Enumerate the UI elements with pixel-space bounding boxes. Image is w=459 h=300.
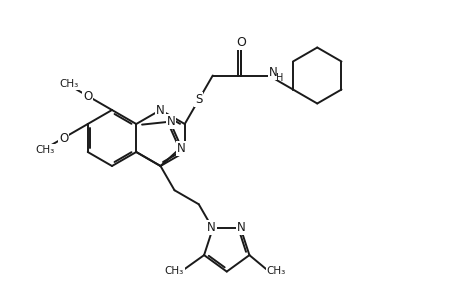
Text: N: N [166, 115, 175, 128]
Text: S: S [195, 93, 202, 106]
Text: H: H [275, 73, 283, 82]
Text: N: N [269, 66, 278, 79]
Text: CH₃: CH₃ [164, 266, 184, 276]
Text: N: N [207, 221, 216, 234]
Text: CH₃: CH₃ [35, 145, 54, 155]
Text: O: O [83, 89, 92, 103]
Text: O: O [59, 131, 68, 145]
Text: O: O [235, 36, 245, 49]
Text: CH₃: CH₃ [59, 79, 78, 89]
Text: N: N [156, 103, 164, 116]
Text: CH₃: CH₃ [266, 266, 285, 276]
Text: N: N [237, 221, 246, 234]
Text: N: N [177, 142, 185, 155]
